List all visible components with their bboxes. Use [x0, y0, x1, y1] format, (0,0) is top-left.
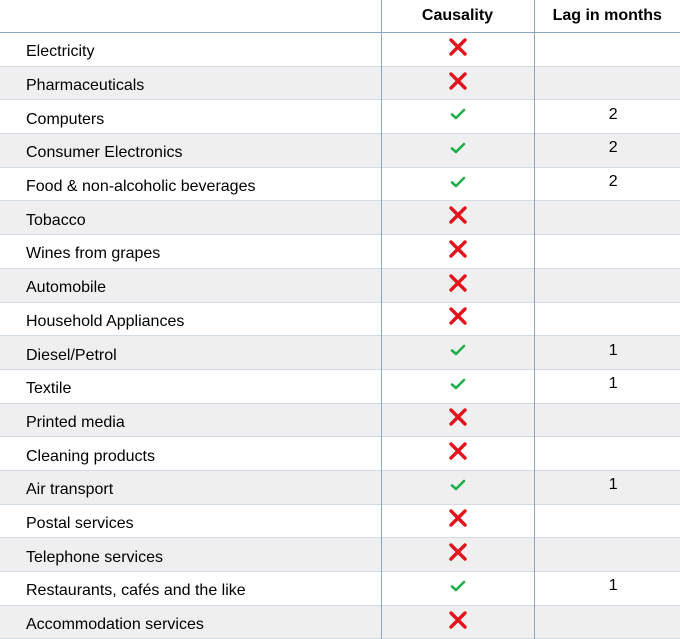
- table-row: Consumer Electronics 2: [0, 133, 680, 168]
- table-row: Wines from grapes: [0, 234, 680, 269]
- cross-icon: [448, 542, 468, 567]
- table-row: Tobacco: [0, 200, 680, 235]
- causality-cell: [381, 302, 535, 336]
- causality-cell: [381, 167, 535, 201]
- lag-value: 1: [608, 476, 618, 494]
- causality-cell: [381, 403, 535, 437]
- causality-cell: [381, 335, 535, 370]
- causality-cell: [381, 99, 535, 134]
- category-label: Pharmaceuticals: [0, 66, 382, 100]
- causality-cell: [381, 571, 535, 606]
- lag-value: 2: [608, 105, 618, 123]
- lag-value: [534, 504, 680, 538]
- category-label: Household Appliances: [0, 302, 382, 336]
- table-row: Food & non-alcoholic beverages 2: [0, 167, 680, 201]
- category-label: Consumer Electronics: [0, 133, 382, 168]
- cross-icon: [448, 205, 468, 230]
- cross-icon: [448, 37, 468, 62]
- lag-value: [534, 268, 680, 302]
- category-label: Tobacco: [0, 200, 382, 235]
- check-icon: [450, 377, 466, 396]
- category-label: Restaurants, cafés and the like: [0, 571, 382, 606]
- causality-cell: [381, 234, 535, 269]
- causality-cell: [381, 470, 535, 505]
- table-row: Textile 1: [0, 369, 680, 404]
- lag-value: [534, 235, 680, 269]
- check-icon: [450, 579, 466, 598]
- table-row: Accommodation services: [0, 605, 680, 639]
- cross-icon: [448, 239, 468, 264]
- category-label: Cleaning products: [0, 436, 382, 471]
- lag-value: 1: [608, 341, 618, 359]
- causality-cell: [381, 537, 535, 572]
- causality-cell: [381, 436, 535, 471]
- table-row: Electricity: [0, 32, 680, 67]
- category-label: Wines from grapes: [0, 234, 382, 269]
- causality-cell: [381, 268, 535, 302]
- lag-value: 2: [608, 139, 618, 157]
- table-row: Restaurants, cafés and the like 1: [0, 571, 680, 606]
- category-label: Electricity: [0, 32, 382, 67]
- check-icon: [450, 343, 466, 362]
- lag-header: Lag in months: [534, 0, 680, 33]
- table-row: Household Appliances: [0, 302, 680, 336]
- cross-icon: [448, 273, 468, 298]
- category-label: Telephone services: [0, 537, 382, 572]
- cross-icon: [448, 441, 468, 466]
- causality-cell: [381, 504, 535, 538]
- lag-value: [534, 403, 680, 437]
- category-label: Computers: [0, 99, 382, 134]
- lag-value: [534, 66, 680, 100]
- category-label: Air transport: [0, 470, 382, 505]
- causality-cell: [381, 66, 535, 100]
- causality-cell: [381, 32, 535, 67]
- cross-icon: [448, 407, 468, 432]
- causality-cell: [381, 133, 535, 168]
- table-row: Printed media: [0, 403, 680, 437]
- lag-value: [534, 302, 680, 336]
- category-label: Postal services: [0, 504, 382, 538]
- header-row: Causality Lag in months: [0, 0, 680, 33]
- cross-icon: [448, 610, 468, 635]
- category-label: Food & non-alcoholic beverages: [0, 167, 382, 201]
- category-label: Accommodation services: [0, 605, 382, 639]
- lag-value: [534, 538, 680, 572]
- check-icon: [450, 478, 466, 497]
- table-row: Cleaning products: [0, 436, 680, 471]
- cross-icon: [448, 71, 468, 96]
- lag-value: [534, 201, 680, 235]
- category-label: Textile: [0, 369, 382, 404]
- causality-cell: [381, 200, 535, 235]
- lag-value: 1: [608, 375, 618, 393]
- table-row: Pharmaceuticals: [0, 66, 680, 100]
- check-icon: [450, 107, 466, 126]
- table-row: Automobile: [0, 268, 680, 302]
- table-row: Diesel/Petrol 1: [0, 335, 680, 370]
- cross-icon: [448, 306, 468, 331]
- category-label: Diesel/Petrol: [0, 335, 382, 370]
- table-row: Telephone services: [0, 537, 680, 572]
- check-icon: [450, 141, 466, 160]
- check-icon: [450, 175, 466, 194]
- lag-value: [534, 33, 680, 67]
- cross-icon: [448, 508, 468, 533]
- lag-value: [534, 605, 680, 639]
- category-header: [0, 0, 382, 33]
- lag-value: [534, 437, 680, 471]
- table-row: Computers 2: [0, 99, 680, 134]
- causality-header: Causality: [381, 0, 535, 33]
- lag-value: 1: [608, 577, 618, 595]
- causality-cell: [381, 369, 535, 404]
- table-row: Postal services: [0, 504, 680, 538]
- causality-cell: [381, 605, 535, 639]
- category-label: Automobile: [0, 268, 382, 302]
- table-row: Air transport 1: [0, 470, 680, 505]
- category-label: Printed media: [0, 403, 382, 437]
- lag-value: 2: [608, 173, 618, 191]
